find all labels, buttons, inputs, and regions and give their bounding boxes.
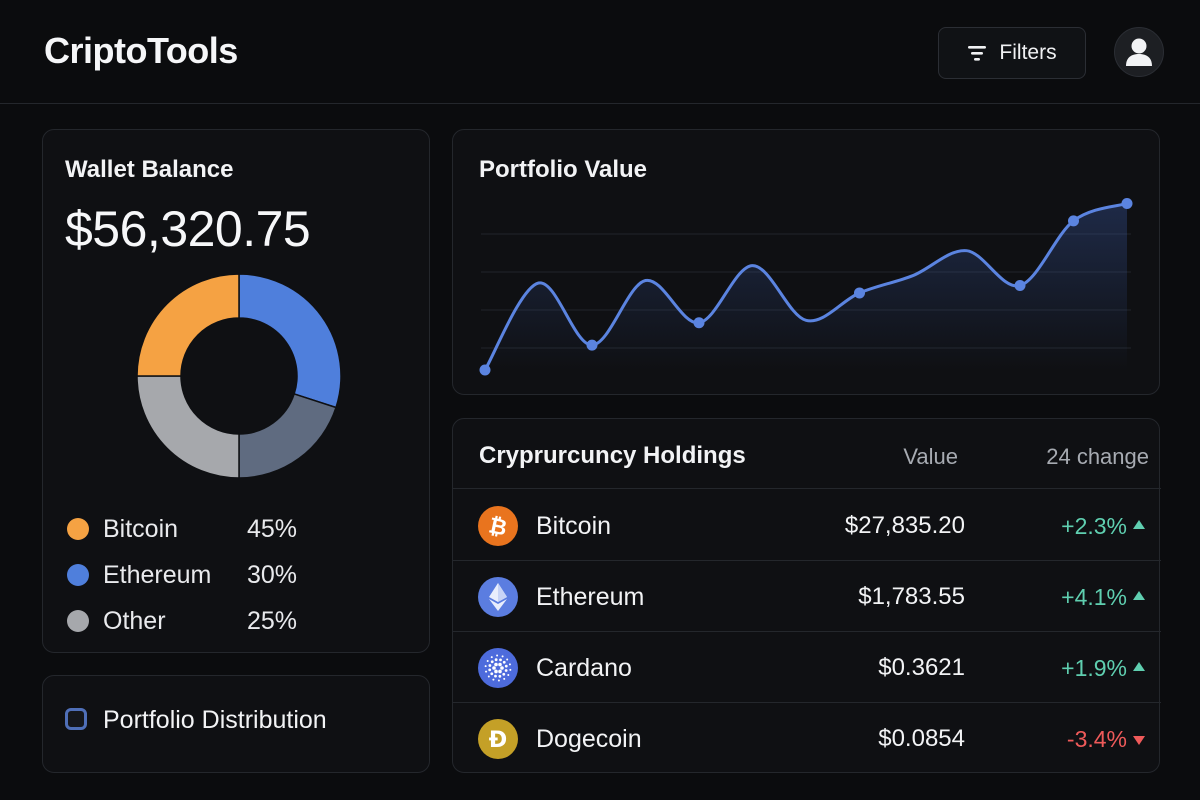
holdings-header: Cryprurcuncy Holdings Value 24 change xyxy=(453,419,1161,489)
svg-text:Ð: Ð xyxy=(489,728,507,752)
up-arrow-icon xyxy=(1133,520,1145,529)
coin-name: Dogecoin xyxy=(536,725,642,753)
legend-item-ethereum: Ethereum 30% xyxy=(67,552,407,598)
down-arrow-icon xyxy=(1133,736,1145,745)
legend-dot-ethereum xyxy=(67,564,89,586)
user-icon xyxy=(1126,38,1152,66)
holdings-table: Cryprurcuncy Holdings Value 24 change ₿ … xyxy=(452,418,1161,774)
legend-dot-other xyxy=(67,610,89,632)
data-point-10 xyxy=(1014,279,1026,291)
coin-value: $0.3621 xyxy=(878,654,965,681)
filters-button[interactable]: Filters xyxy=(938,27,1086,79)
coin-name: Cardano xyxy=(536,654,632,682)
allocation-donut-chart xyxy=(137,274,341,478)
holding-row-dogecoin[interactable]: Ð Dogecoin $0.0854 -3.4% xyxy=(453,703,1161,774)
app-title: CriptoTools xyxy=(44,30,238,71)
data-point-0 xyxy=(479,364,491,376)
data-point-7 xyxy=(854,287,865,299)
coin-change: +2.3% xyxy=(1061,513,1127,539)
data-point-4 xyxy=(693,317,705,329)
donut-slice-2 xyxy=(137,375,240,478)
donut-slice-0 xyxy=(238,274,341,409)
allocation-legend: Bitcoin 45% Ethereum 30% Other 25% xyxy=(67,506,407,644)
data-point-11 xyxy=(1068,215,1079,227)
portfolio-value-line-chart xyxy=(479,197,1133,376)
holding-row-cardano[interactable]: Cardano $0.3621 +1.9% xyxy=(453,632,1161,703)
legend-label: Ethereum xyxy=(103,560,212,589)
coin-change: +1.9% xyxy=(1061,655,1127,681)
donut-slice-3 xyxy=(137,274,240,377)
wallet-title: Wallet Balance xyxy=(65,156,234,183)
coin-change: +4.1% xyxy=(1061,584,1127,610)
holding-row-bitcoin[interactable]: ₿ Bitcoin $27,835.20 +2.3% xyxy=(453,490,1161,561)
column-header-change[interactable]: 24 change xyxy=(1046,444,1149,469)
legend-dot-bitcoin xyxy=(67,518,89,540)
legend-percent: 45% xyxy=(247,514,298,543)
donut-slice-1 xyxy=(238,392,337,478)
legend-percent: 25% xyxy=(247,606,298,635)
legend-item-bitcoin: Bitcoin 45% xyxy=(67,506,407,552)
column-header-value[interactable]: Value xyxy=(903,444,958,469)
top-bar: CriptoTools Filters xyxy=(0,0,1200,104)
holdings-title: Cryprurcuncy Holdings xyxy=(479,442,746,469)
holding-row-ethereum[interactable]: Ethereum $1,783.55 +4.1% xyxy=(453,561,1161,632)
legend-percent: 30% xyxy=(247,560,298,589)
ethereum-icon xyxy=(478,577,518,617)
data-point-2 xyxy=(586,339,598,351)
svg-text:₿: ₿ xyxy=(487,513,509,539)
dogecoin-icon: Ð xyxy=(478,719,518,759)
bitcoin-icon: ₿ xyxy=(478,506,518,546)
up-arrow-icon xyxy=(1133,591,1145,600)
portfolio-distribution-label: Portfolio Distribution xyxy=(103,706,327,734)
up-arrow-icon xyxy=(1133,662,1145,671)
filter-icon xyxy=(968,46,987,61)
legend-label: Bitcoin xyxy=(103,514,179,543)
legend-item-other: Other 25% xyxy=(67,598,407,644)
portfolio-value-card: Portfolio Value xyxy=(452,129,1160,395)
series-area xyxy=(485,203,1127,370)
portfolio-distribution-card[interactable]: Portfolio Distribution xyxy=(42,675,430,773)
coin-value: $1,783.55 xyxy=(858,583,965,610)
filters-label: Filters xyxy=(999,41,1057,64)
legend-label: Other xyxy=(103,606,166,635)
coin-change: -3.4% xyxy=(1066,726,1127,752)
cardano-icon xyxy=(478,648,518,688)
wallet-balance-amount: $56,320.75 xyxy=(65,201,311,257)
user-avatar[interactable] xyxy=(1114,27,1164,77)
data-point-12 xyxy=(1121,197,1133,209)
coin-name: Bitcoin xyxy=(536,512,612,540)
wallet-balance-card: Wallet Balance $56,320.75 Bitcoin 45% Et… xyxy=(42,129,430,653)
coin-name: Ethereum xyxy=(536,583,645,611)
portfolio-value-title: Portfolio Value xyxy=(479,156,648,183)
coin-value: $0.0854 xyxy=(878,725,965,752)
coin-value: $27,835.20 xyxy=(844,512,965,539)
distribution-icon xyxy=(65,708,87,730)
